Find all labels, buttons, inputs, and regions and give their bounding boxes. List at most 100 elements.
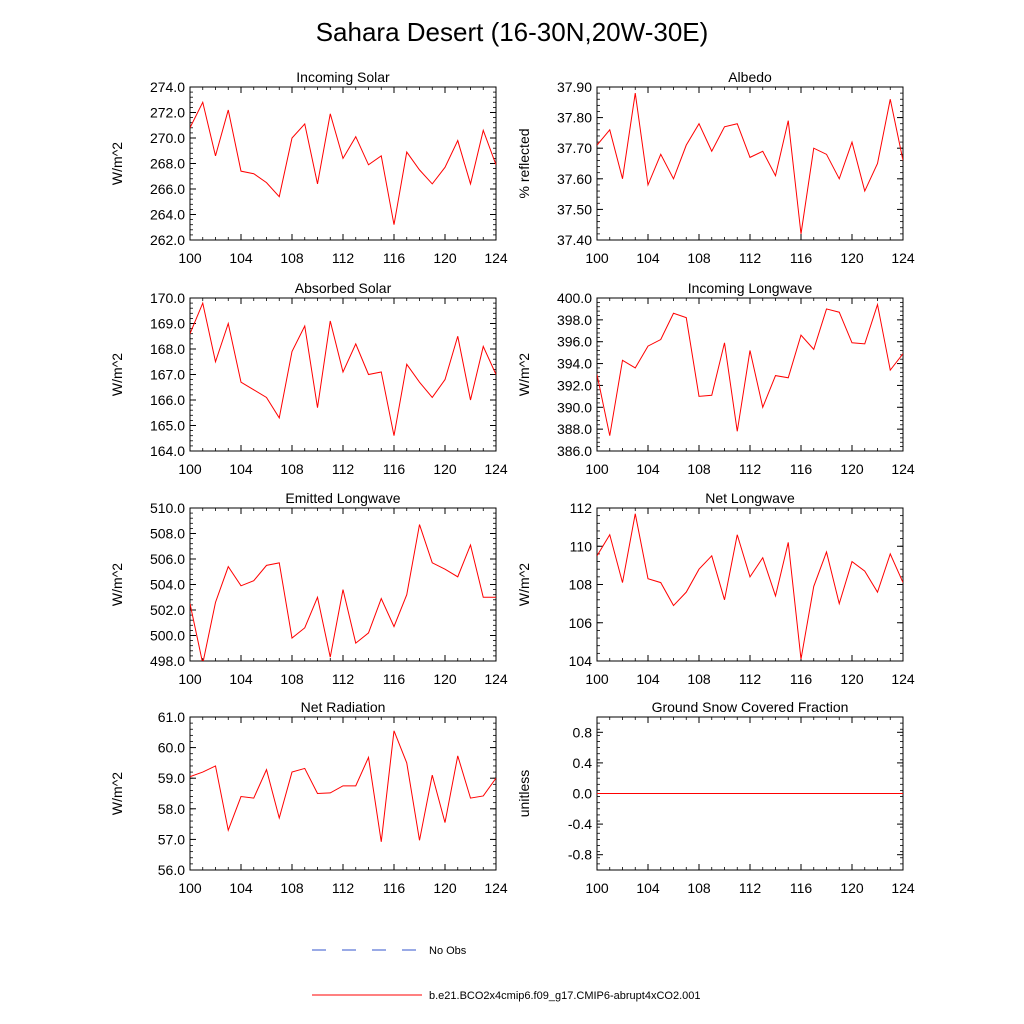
- panel-title: Absorbed Solar: [295, 280, 392, 296]
- y-tick-label: 268.0: [150, 156, 185, 172]
- panel-incoming-solar: Incoming Solar 100 104 108 112 116 120 124 262.0…: [109, 69, 508, 266]
- x-tick-label: 100: [585, 880, 609, 896]
- y-tick-label: 0.8: [573, 724, 593, 740]
- x-tick-label: 124: [484, 880, 508, 896]
- figure-title: Sahara Desert (16-30N,20W-30E): [316, 17, 709, 47]
- legend-model-label: b.e21.BCO2x4cmip6.f09_g17.CMIP6-abrupt4x…: [429, 990, 701, 1002]
- y-tick-label: 506.0: [150, 551, 185, 567]
- y-tick-label: 498.0: [150, 653, 185, 669]
- panel-incoming-longwave: Incoming Longwave 100 104 108 112 116 120 124 38…: [516, 280, 915, 477]
- x-tick-label: 120: [433, 461, 457, 477]
- x-tick-label: 108: [687, 671, 711, 687]
- series-line-0: [190, 524, 496, 661]
- y-axis-label: W/m^2: [109, 353, 125, 396]
- x-tick-label: 124: [891, 250, 915, 266]
- x-tick-label: 108: [687, 461, 711, 477]
- series-line-0: [597, 302, 903, 436]
- y-tick-label: 169.0: [150, 316, 185, 332]
- x-tick-label: 124: [891, 461, 915, 477]
- y-axis-label: % reflected: [516, 128, 532, 198]
- x-tick-label: 100: [178, 461, 202, 477]
- y-tick-label: 500.0: [150, 628, 185, 644]
- panel-albedo: Albedo 100 104 108 112 116 120 124 37.40 37.50 37.…: [516, 69, 915, 266]
- y-tick-label: 394.0: [557, 356, 592, 372]
- x-tick-label: 104: [229, 250, 253, 266]
- y-tick-label: 37.80: [557, 110, 592, 126]
- y-tick-label: 37.90: [557, 79, 592, 95]
- x-tick-label: 120: [840, 461, 864, 477]
- y-tick-label: 170.0: [150, 290, 185, 306]
- y-tick-label: 37.40: [557, 232, 592, 248]
- y-tick-label: 168.0: [150, 341, 185, 357]
- x-tick-label: 116: [790, 461, 813, 477]
- y-tick-label: 110: [570, 538, 593, 554]
- x-tick-label: 116: [383, 250, 406, 266]
- panel-title: Incoming Longwave: [688, 280, 813, 296]
- y-tick-label: 504.0: [150, 577, 185, 593]
- series-line-0: [190, 301, 496, 436]
- x-tick-label: 120: [840, 671, 864, 687]
- x-tick-label: 104: [229, 461, 253, 477]
- x-tick-label: 104: [636, 671, 660, 687]
- x-tick-label: 104: [636, 250, 660, 266]
- panel-net-longwave: Net Longwave 100 104 108 112 116 120 124 104 106 1…: [516, 490, 915, 687]
- x-tick-label: 108: [280, 880, 304, 896]
- y-axis-label: W/m^2: [516, 353, 532, 396]
- y-tick-label: 112: [570, 500, 593, 516]
- y-tick-label: 262.0: [150, 232, 185, 248]
- x-tick-label: 116: [383, 461, 406, 477]
- x-tick-label: 112: [332, 461, 355, 477]
- y-tick-label: 166.0: [150, 392, 185, 408]
- x-tick-label: 112: [332, 671, 355, 687]
- x-tick-label: 100: [178, 250, 202, 266]
- x-tick-label: 112: [739, 461, 762, 477]
- y-tick-label: 390.0: [557, 399, 592, 415]
- y-tick-label: 56.0: [158, 862, 185, 878]
- y-tick-label: -0.8: [568, 847, 592, 863]
- y-tick-label: 274.0: [150, 79, 185, 95]
- x-tick-label: 116: [790, 671, 813, 687]
- y-tick-label: 266.0: [150, 181, 185, 197]
- panel-title: Albedo: [728, 69, 772, 85]
- y-tick-label: 61.0: [158, 709, 185, 725]
- x-tick-label: 104: [229, 671, 253, 687]
- x-tick-label: 112: [739, 880, 762, 896]
- plot-frame: [189, 297, 497, 452]
- panel-absorbed-solar: Absorbed Solar 100 104 108 112 116 120 124 164.0…: [109, 280, 508, 477]
- y-tick-label: 272.0: [150, 105, 185, 121]
- panel-title: Net Radiation: [301, 699, 386, 715]
- y-axis-label: W/m^2: [109, 563, 125, 606]
- y-tick-label: -0.4: [568, 816, 592, 832]
- y-tick-label: 396.0: [557, 334, 592, 350]
- x-tick-label: 116: [383, 671, 406, 687]
- panel-net-radiation: Net Radiation 100 104 108 112 116 120 124 56.0 57…: [109, 699, 508, 896]
- x-tick-label: 112: [332, 880, 355, 896]
- x-tick-label: 124: [891, 880, 915, 896]
- x-tick-label: 100: [585, 671, 609, 687]
- legend: No Obs b.e21.BCO2x4cmip6.f09_g17.CMIP6-a…: [312, 945, 701, 1002]
- y-axis-label: W/m^2: [109, 142, 125, 185]
- y-tick-label: 510.0: [150, 500, 185, 516]
- x-tick-label: 108: [280, 461, 304, 477]
- y-tick-label: 164.0: [150, 443, 185, 459]
- y-tick-label: 0.4: [573, 755, 593, 771]
- panel-title: Net Longwave: [705, 490, 795, 506]
- y-tick-label: 59.0: [158, 770, 185, 786]
- y-tick-label: 37.50: [557, 201, 592, 217]
- y-tick-label: 167.0: [150, 367, 185, 383]
- y-tick-label: 37.70: [557, 140, 592, 156]
- x-tick-label: 100: [585, 250, 609, 266]
- plot-frame: [189, 86, 497, 241]
- x-tick-label: 108: [280, 250, 304, 266]
- panel-ground-snow-covered-fraction: Ground Snow Covered Fraction 100 104 108 112…: [516, 699, 915, 896]
- x-tick-label: 104: [229, 880, 253, 896]
- x-tick-label: 124: [891, 671, 915, 687]
- x-tick-label: 100: [178, 671, 202, 687]
- panel-grid: Incoming Solar 100 104 108 112 116 120 124 262.0…: [109, 69, 915, 896]
- plot-frame: [596, 507, 904, 662]
- y-tick-label: 165.0: [150, 418, 185, 434]
- legend-no-obs-label: No Obs: [429, 945, 467, 957]
- panel-title: Emitted Longwave: [285, 490, 400, 506]
- y-tick-label: 502.0: [150, 602, 185, 618]
- x-tick-label: 112: [739, 671, 762, 687]
